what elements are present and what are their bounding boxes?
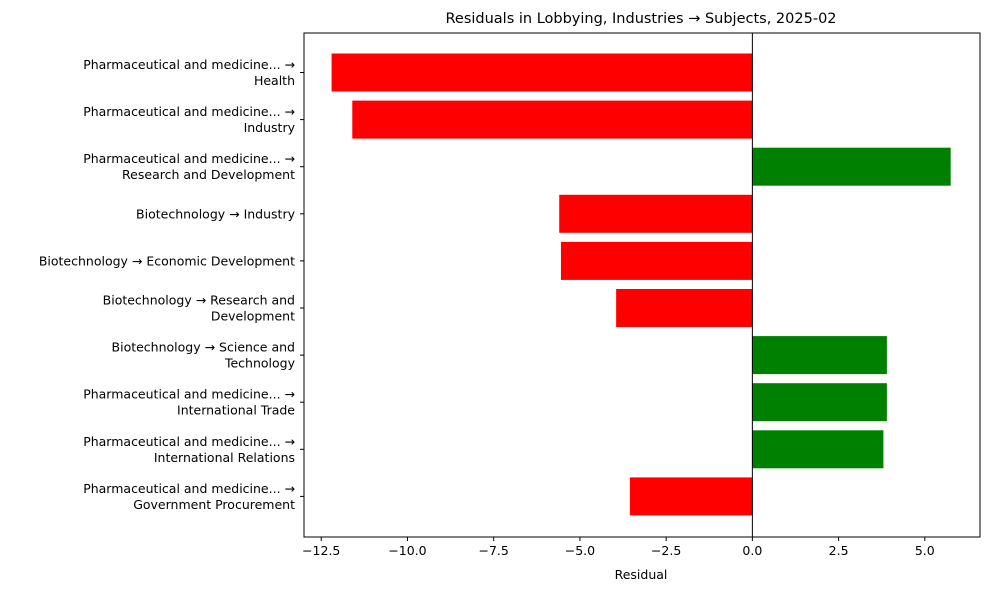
y-tick-label-line: Pharmaceutical and medicine... → bbox=[83, 434, 295, 449]
x-axis-label: Residual bbox=[615, 567, 668, 582]
y-tick-label-line: Pharmaceutical and medicine... → bbox=[83, 104, 295, 119]
y-tick-label: Pharmaceutical and medicine... → Industry bbox=[83, 104, 295, 135]
y-tick-label: Pharmaceutical and medicine... → Governme… bbox=[83, 481, 295, 512]
x-axis-ticks: −12.5 −10.0 −7.5 −5.0 −2.5 0.0 2.5 5.0 bbox=[302, 537, 935, 558]
bar bbox=[616, 289, 753, 327]
plot-frame bbox=[303, 32, 981, 538]
y-tick-label-line: Technology bbox=[224, 356, 296, 371]
y-tick-label: Pharmaceutical and medicine... → Research… bbox=[83, 151, 295, 182]
y-tick-label-line: Pharmaceutical and medicine... → bbox=[83, 387, 295, 402]
x-tick-label: 5.0 bbox=[915, 543, 935, 558]
y-tick-label-line: Health bbox=[254, 73, 295, 88]
y-tick-label: Biotechnology → Research and Development bbox=[103, 293, 295, 324]
x-tick-label: −7.5 bbox=[479, 543, 509, 558]
bar bbox=[752, 383, 887, 422]
x-tick-label: −10.0 bbox=[388, 543, 426, 558]
y-tick-label: Biotechnology → Economic Development bbox=[39, 253, 295, 268]
x-tick-label: −12.5 bbox=[302, 543, 340, 558]
plot-frame-border bbox=[303, 32, 981, 538]
y-tick-label-line: Government Procurement bbox=[133, 497, 295, 512]
bar bbox=[559, 194, 753, 233]
y-tick-label-line: Biotechnology → Research and bbox=[103, 293, 295, 308]
bar bbox=[560, 241, 753, 280]
bar bbox=[331, 53, 753, 92]
y-tick-label: Pharmaceutical and medicine... → Health bbox=[83, 57, 295, 88]
y-tick-label-line: Industry bbox=[244, 120, 296, 135]
y-tick-label-line: Biotechnology → Industry bbox=[136, 206, 296, 221]
x-tick-label: 2.5 bbox=[829, 543, 849, 558]
bars-layer bbox=[331, 53, 951, 516]
bar bbox=[352, 100, 753, 139]
y-tick-label-line: Pharmaceutical and medicine... → bbox=[83, 151, 295, 166]
y-tick-label-line: Research and Development bbox=[122, 167, 295, 182]
bar bbox=[629, 477, 753, 516]
x-tick-label: −5.0 bbox=[565, 543, 595, 558]
y-tick-label-line: International Trade bbox=[177, 403, 295, 418]
bar bbox=[752, 430, 884, 469]
y-axis-category-labels: Pharmaceutical and medicine... → HealthPh… bbox=[39, 57, 304, 512]
bar bbox=[752, 336, 887, 375]
x-tick-label: −2.5 bbox=[651, 543, 681, 558]
chart-title: Residuals in Lobbying, Industries → Subj… bbox=[445, 11, 836, 27]
y-tick-label-line: Biotechnology → Economic Development bbox=[39, 253, 295, 268]
y-tick-label-line: Biotechnology → Science and bbox=[112, 340, 295, 355]
y-tick-label-line: Pharmaceutical and medicine... → bbox=[83, 57, 295, 72]
y-tick-label: Biotechnology → Industry bbox=[136, 206, 296, 221]
y-tick-label-line: Pharmaceutical and medicine... → bbox=[83, 481, 295, 496]
bar bbox=[752, 147, 951, 186]
y-tick-label-line: International Relations bbox=[154, 450, 295, 465]
x-tick-label: 0.0 bbox=[742, 543, 762, 558]
y-tick-label: Pharmaceutical and medicine... → Internat… bbox=[83, 434, 295, 465]
y-tick-label-line: Development bbox=[211, 309, 295, 324]
y-tick-label: Pharmaceutical and medicine... → Internat… bbox=[83, 387, 295, 418]
y-tick-label: Biotechnology → Science and Technology bbox=[112, 340, 296, 371]
